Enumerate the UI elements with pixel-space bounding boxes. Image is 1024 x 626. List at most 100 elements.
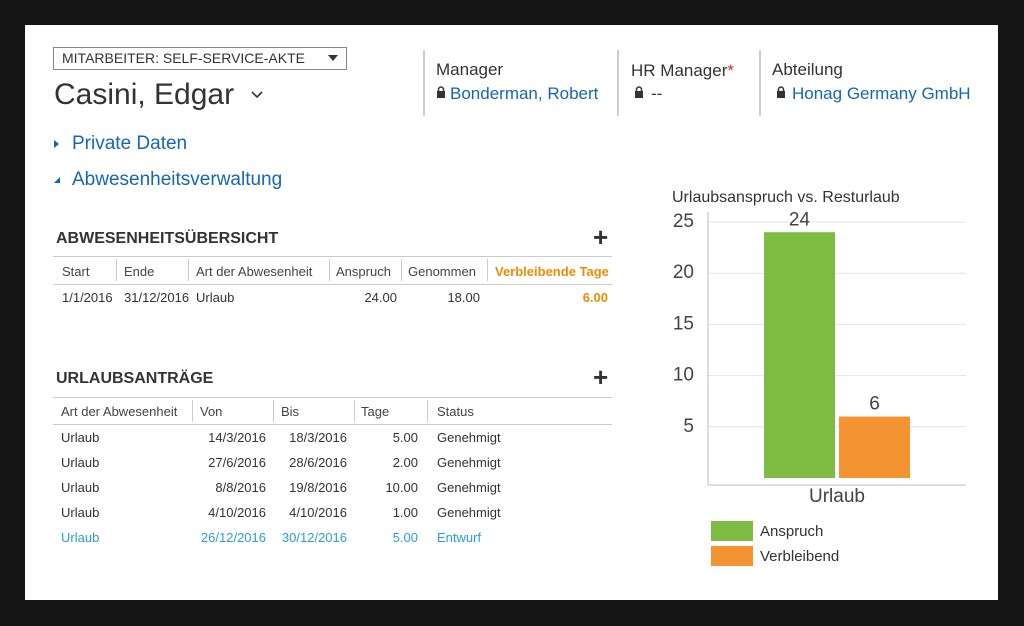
table-cell: Urlaub [61,430,100,445]
table-cell: 28/6/2016 [289,455,347,470]
divider [759,50,761,116]
table-cell: Urlaub [196,290,235,305]
field-label-text: HR Manager [631,61,728,80]
table-cell: 4/10/2016 [208,505,266,520]
table-cell: Genehmigt [437,430,501,445]
lock-icon [437,86,445,98]
table-rule [53,284,612,285]
table-cell: Genehmigt [437,480,501,495]
table-cell: Urlaub [61,480,100,495]
column-separator [273,400,274,422]
table-cell-link: 26/12/2016 [200,530,266,545]
collapse-arrow[interactable] [52,176,62,184]
column-header: Bis [281,404,300,419]
field-label: Abteilung [772,60,843,79]
legend-label: Verbleibend [760,548,839,565]
expand-arrow[interactable] [53,139,61,149]
column-separator [487,259,488,281]
column-header: Status [437,404,474,419]
table-cell: 24.00 [364,290,397,305]
table-cell: Genehmigt [437,455,501,470]
table-cell: 6.00 [582,290,608,305]
column-header: Ende [124,264,155,279]
data-label: 6 [869,394,880,415]
name-chevron[interactable] [251,91,263,99]
table-cell: 18.00 [447,290,480,305]
table-cell-link: 5.00 [392,530,418,545]
divider [423,50,425,116]
employee-name: Casini, Edgar [54,78,235,111]
column-separator [329,259,330,281]
table-cell-link: Entwurf [437,530,482,545]
table-cell: 18/3/2016 [289,430,347,445]
field-value: -- [651,84,663,103]
column-header: Verbleibende Tage [495,264,609,279]
column-separator [354,400,355,422]
y-tick-label: 10 [673,365,694,386]
dropdown-arrow[interactable] [327,54,339,62]
table-cell: 8/8/2016 [215,480,266,495]
table-cell: 10.00 [385,480,418,495]
table-cell: 19/8/2016 [289,480,347,495]
chart-title: Urlaubsanspruch vs. Resturlaub [672,189,900,206]
section-link[interactable]: Private Daten [72,133,188,154]
legend-label: Anspruch [760,523,823,540]
bar [839,416,910,478]
lock-icon [635,86,643,98]
column-header: Art der Abwesenheit [196,264,313,279]
form-selector-label[interactable]: MITARBEITER: SELF-SERVICE-AKTE [62,50,305,66]
lock-icon [777,86,785,98]
field-value-link[interactable]: Bonderman, Robert [450,84,599,103]
x-tick-label: Urlaub [809,486,865,507]
subsection-title: URLAUBSANTRÄGE [56,370,214,387]
table-cell: Genehmigt [437,505,501,520]
column-header: Start [62,264,90,279]
bar [764,232,835,478]
table-rule [53,424,612,425]
y-tick-label: 15 [673,313,694,334]
legend-swatch [711,546,753,566]
y-tick-label: 20 [673,262,694,283]
table-cell-link: Urlaub [61,530,100,545]
column-header: Art der Abwesenheit [61,404,178,419]
table-cell: 4/10/2016 [289,505,347,520]
add-button[interactable]: + [593,222,609,252]
column-separator [401,259,402,281]
data-label: 24 [789,209,811,230]
add-button[interactable]: + [593,362,609,392]
column-header: Anspruch [336,264,391,279]
column-header: Tage [361,404,390,419]
chart: Urlaubsanspruch vs. Resturlaub 5 10 15 20 25… [672,189,966,566]
form-selector[interactable] [53,47,347,70]
column-header: Genommen [408,264,476,279]
field-value-link[interactable]: Honag Germany GmbH [792,84,971,103]
column-separator [188,259,189,281]
table-cell: 14/3/2016 [208,430,266,445]
table-cell: 1/1/2016 [62,290,113,305]
table-cell: 1.00 [392,505,418,520]
table-cell: Urlaub [61,455,100,470]
table-cell: 5.00 [392,430,418,445]
table-rule [53,397,612,398]
screen [25,25,998,600]
column-separator [116,259,117,281]
table-cell-link: 30/12/2016 [281,530,347,545]
field-label: HR Manager* [631,61,734,81]
column-separator [427,400,428,422]
table-cell: 2.00 [392,455,418,470]
y-tick-label: 25 [673,211,694,232]
table-cell: 31/12/2016 [124,290,190,305]
column-separator [192,400,193,422]
legend-swatch [711,521,753,541]
subsection-title: ABWESENHEITSÜBERSICHT [56,230,279,247]
table-rule [53,256,612,257]
required-mark: * [727,61,734,80]
table-cell: Urlaub [61,505,100,520]
column-header: Von [200,404,223,419]
section-link[interactable]: Abwesenheitsverwaltung [72,169,283,190]
divider [617,50,619,116]
y-tick-label: 5 [683,416,694,437]
field-label: Manager [436,60,504,79]
